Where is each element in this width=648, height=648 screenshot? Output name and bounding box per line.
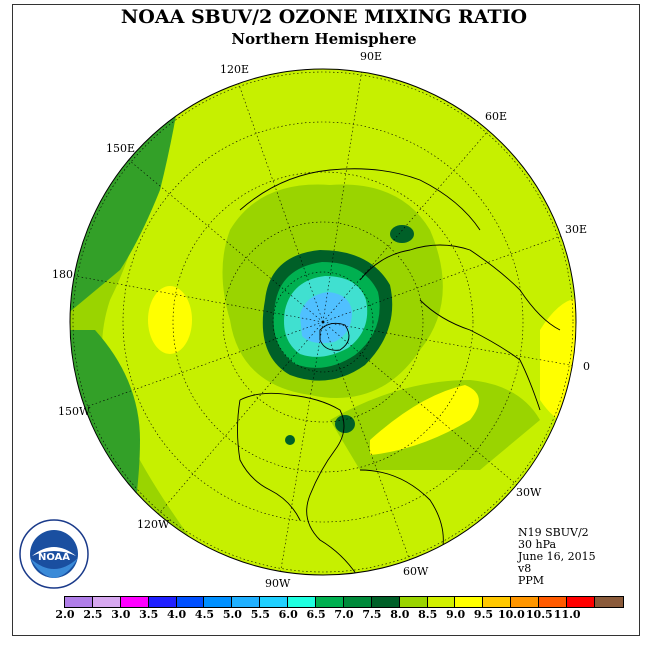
- latitude-circle-40: [72, 71, 574, 573]
- meridian-180: [70, 274, 324, 323]
- colorbar-tick-label: 5.5: [250, 608, 270, 621]
- lon-label-120w: 120W: [137, 518, 170, 531]
- colorbar-tick-label: 9.0: [446, 608, 466, 621]
- colorbar-tick-label: 3.5: [139, 608, 159, 621]
- noaa-logo: NOAA: [19, 519, 89, 589]
- colorbar-cell: [92, 597, 121, 607]
- ozone-high-europe: [540, 298, 576, 430]
- colorbar-tick-label: 9.5: [473, 608, 494, 621]
- colorbar-cell: [483, 597, 512, 607]
- lon-label-30e: 30E: [565, 223, 588, 236]
- colorbar-tick-label: 5.0: [222, 608, 242, 621]
- coast-eurasia-north: [359, 244, 561, 331]
- colorbar-cell: [260, 597, 289, 607]
- latitude-circle-50: [122, 121, 524, 523]
- colorbar-tick-label: 10.5: [525, 608, 553, 621]
- lon-label-90e: 90E: [360, 50, 383, 63]
- colorbar-cell: [539, 597, 568, 607]
- meridian-120e: [237, 81, 324, 323]
- colorbar-cell: [204, 597, 233, 607]
- colorbar-cell: [316, 597, 344, 607]
- colorbar-tick-label: 3.0: [111, 608, 131, 621]
- colorbar-tick-label: 2.5: [83, 608, 103, 621]
- coast-north-america-west: [237, 399, 301, 521]
- colorbar-cell: [232, 597, 261, 607]
- latitude-circle-60: [172, 171, 474, 473]
- meridian-90w: [279, 321, 324, 575]
- colorbar-cell: [148, 597, 177, 607]
- meridian-30e: [322, 230, 576, 323]
- latitude-circle-70: [222, 221, 424, 423]
- lon-label-60w: 60W: [403, 565, 429, 578]
- meridian-120w: [149, 321, 324, 525]
- info-version: v8: [518, 562, 532, 575]
- colorbar-ticks: 2.0 2.5 3.0 3.5 4.0 4.5 5.0 5.5 6.0 6.5 7.0 7.5 8.0 8…: [0, 608, 648, 622]
- coast-asia-east: [239, 168, 481, 231]
- noaa-logo-text: NOAA: [38, 552, 70, 563]
- lon-label-90w: 90W: [265, 577, 291, 590]
- ozone-low-canada: [335, 415, 355, 433]
- ozone-high-pacific: [148, 286, 192, 354]
- page-subtitle: Northern Hemisphere: [231, 30, 417, 48]
- colorbar-tick-label: 10.0: [497, 608, 525, 621]
- coastlines: [237, 168, 561, 575]
- colorbar-tick-label: 4.5: [194, 608, 215, 621]
- colorbar-tick-label: 6.5: [306, 608, 326, 621]
- info-date: June 16, 2015: [518, 550, 596, 563]
- colorbar-tick-label: 7.0: [334, 608, 354, 621]
- lon-label-120e: 120E: [220, 63, 250, 76]
- colorbar-cell: [511, 597, 540, 607]
- colorbar-cell: [288, 597, 317, 607]
- map-frame: [12, 4, 640, 636]
- coast-south-america: [359, 469, 444, 561]
- graticule: [70, 69, 576, 575]
- lon-label-150w: 150W: [58, 405, 91, 418]
- meridian-90e: [322, 69, 363, 323]
- colorbar-tick-label: 6.0: [278, 608, 298, 621]
- lon-label-0: 0: [583, 360, 590, 373]
- product-info: N19 SBUV/2 30 hPa June 16, 2015 v8 PPM: [518, 527, 596, 587]
- coast-north-america-east: [239, 392, 361, 575]
- ozone-low-siberia: [390, 225, 414, 243]
- ozone-contour-light-blue: [300, 292, 352, 344]
- lon-label-150e: 150E: [106, 142, 136, 155]
- map-disk-outline: [69, 68, 577, 576]
- meridian-0: [322, 321, 576, 367]
- colorbar-cell: [399, 597, 428, 607]
- colorbar-tick-label: 11.0: [553, 608, 581, 621]
- colorbar-cell: [176, 597, 205, 607]
- colorbar-tick-label: 4.0: [167, 608, 187, 621]
- ozone-low-us: [285, 435, 295, 445]
- colorbar-cell: [594, 597, 623, 607]
- lon-label-60e: 60E: [485, 110, 508, 123]
- info-level: 30 hPa: [518, 538, 557, 551]
- colorbar-tick-label: 7.5: [362, 608, 382, 621]
- page-title: NOAA SBUV/2 OZONE MIXING RATIO: [120, 6, 528, 28]
- meridian-60e: [322, 116, 501, 323]
- info-satellite: N19 SBUV/2: [518, 526, 589, 539]
- colorbar-cell: [567, 597, 595, 607]
- lon-label-30w: 30W: [516, 486, 542, 499]
- info-units: PPM: [518, 574, 545, 587]
- colorbar: [64, 596, 624, 608]
- colorbar-cell: [455, 597, 484, 607]
- colorbar-cell: [427, 597, 456, 607]
- coast-europe: [419, 299, 541, 411]
- ozone-high-atlantic: [370, 385, 479, 455]
- colorbar-cell: [343, 597, 372, 607]
- colorbar-tick-label: 2.0: [55, 608, 75, 621]
- colorbar-cell: [371, 597, 400, 607]
- lon-label-180: 180: [52, 268, 73, 281]
- colorbar-tick-label: 8.0: [390, 608, 410, 621]
- meridian-150w: [71, 321, 324, 413]
- colorbar-cell: [65, 597, 93, 607]
- colorbar-tick-label: 8.5: [418, 608, 438, 621]
- latitude-circle-80: [272, 271, 374, 373]
- colorbar-cell: [120, 597, 149, 607]
